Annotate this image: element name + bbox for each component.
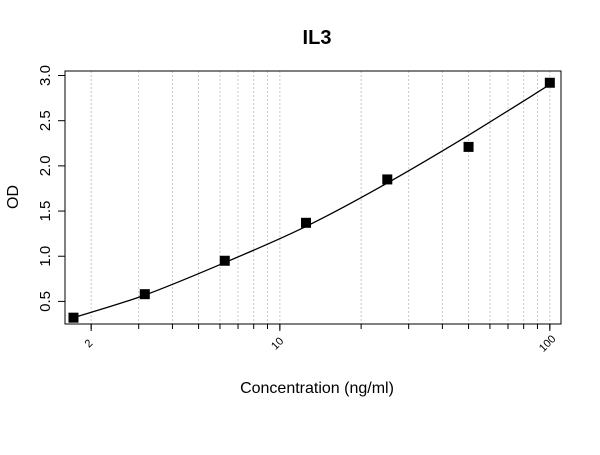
plot-frame <box>64 70 562 325</box>
y-tick-label: 2.5 <box>37 110 54 131</box>
y-tick-label: 0.5 <box>37 291 54 312</box>
x-axis-title: Concentration (ng/ml) <box>240 380 394 397</box>
x-tick-label: 10 <box>269 335 286 352</box>
y-axis-title: OD <box>5 185 22 209</box>
y-axis: 0.5 1.0 1.5 2.0 2.5 3.0 <box>37 65 66 312</box>
data-points <box>68 77 555 323</box>
y-tick-label: 1.5 <box>37 201 54 222</box>
data-point <box>301 217 312 228</box>
y-tick-label: 3.0 <box>37 65 54 86</box>
data-point <box>219 255 230 266</box>
data-point <box>463 141 474 152</box>
x-tick-label: 100 <box>537 333 558 354</box>
x-tick-label: 2 <box>83 337 96 350</box>
y-tick-label: 1.0 <box>37 246 54 267</box>
x-axis: 2 10 100 <box>83 324 558 355</box>
fit-curve <box>73 84 551 319</box>
data-point <box>544 77 555 88</box>
y-tick-label: 2.0 <box>37 155 54 176</box>
data-point <box>68 312 79 323</box>
grid <box>90 71 551 324</box>
chart-title: IL3 <box>303 27 332 49</box>
data-point <box>139 289 150 300</box>
data-point <box>382 174 393 185</box>
